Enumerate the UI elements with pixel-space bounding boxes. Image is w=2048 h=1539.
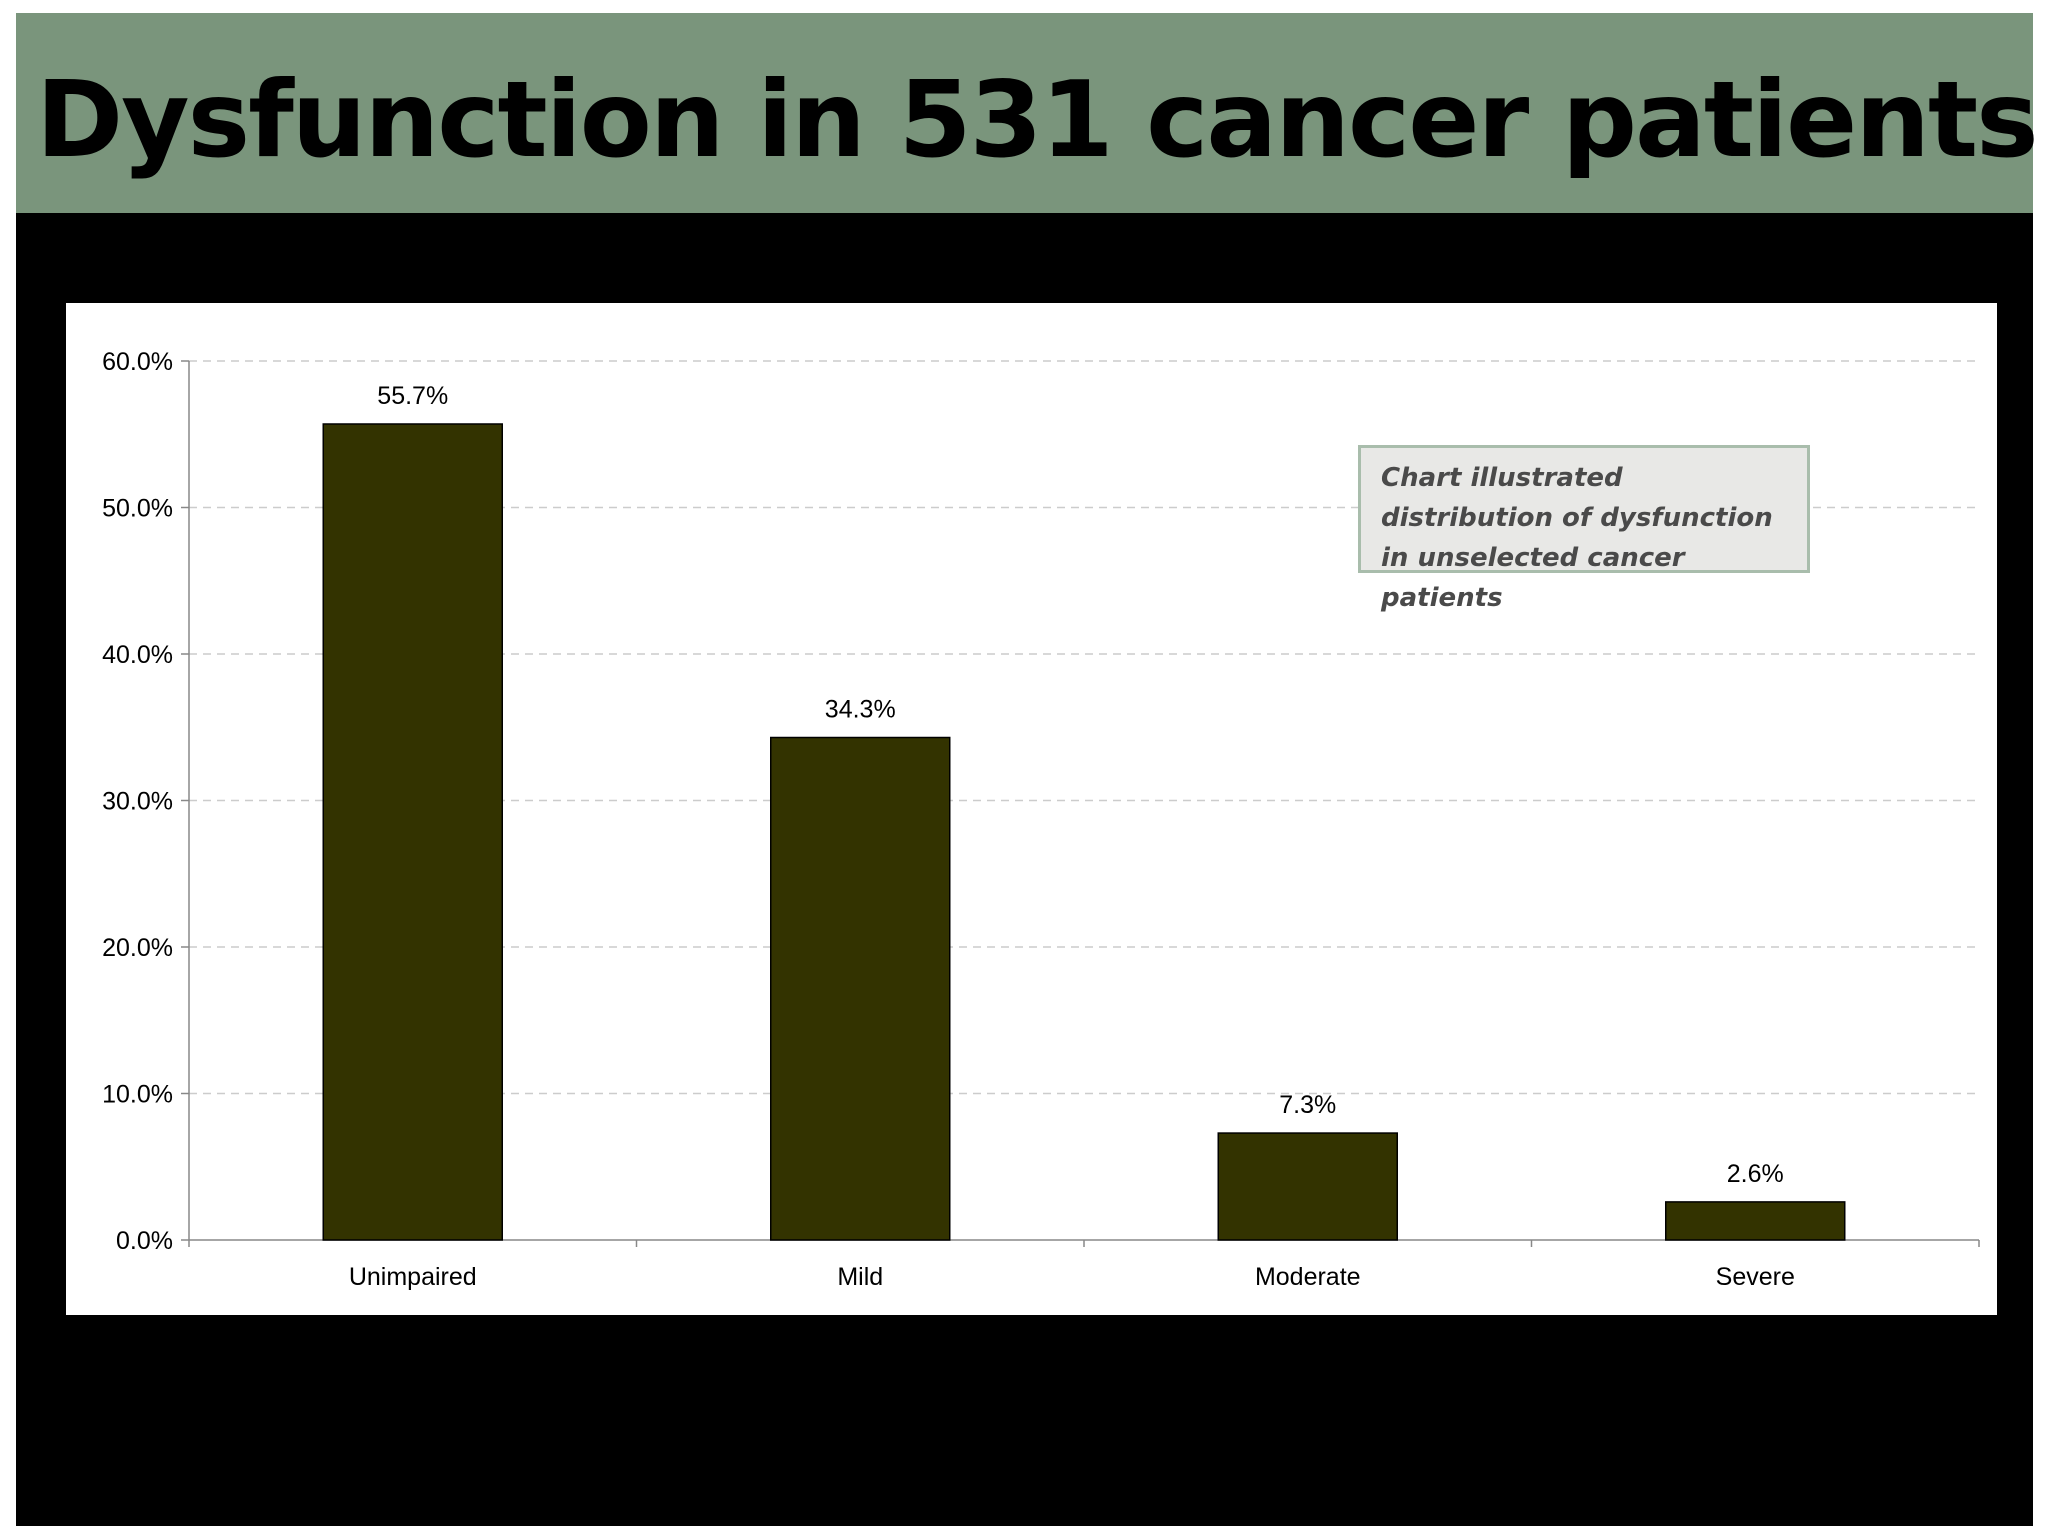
bar-moderate bbox=[1217, 1132, 1398, 1241]
x-tick-label: Mild bbox=[837, 1263, 883, 1291]
bars bbox=[322, 423, 1846, 1241]
bar-unimpaired bbox=[322, 423, 503, 1241]
data-label: 7.3% bbox=[1279, 1091, 1336, 1119]
y-tick-label: 50.0% bbox=[102, 495, 173, 523]
data-label: 34.3% bbox=[825, 696, 896, 724]
y-tick-label: 20.0% bbox=[102, 934, 173, 962]
x-tick-label: Moderate bbox=[1255, 1263, 1361, 1291]
y-tick-label: 40.0% bbox=[102, 641, 173, 669]
y-tick-label: 10.0% bbox=[102, 1081, 173, 1109]
title-bar: Dysfunction in 531 cancer patients bbox=[16, 13, 2039, 213]
axes: 0.0% 10.0% 20.0% 30.0% 40.0% 50.0% 60.0% bbox=[102, 348, 1980, 1255]
bar-severe bbox=[1665, 1201, 1846, 1241]
bar-chart: 0.0% 10.0% 20.0% 30.0% 40.0% 50.0% 60.0% 55.7%… bbox=[102, 348, 1980, 1291]
annotation-box: Chart illustrated distribution of dysfun… bbox=[1358, 445, 1810, 613]
chart-panel: 0.0% 10.0% 20.0% 30.0% 40.0% 50.0% 60.0% 55.7%… bbox=[66, 303, 1997, 1315]
y-tick-label: 0.0% bbox=[116, 1227, 173, 1255]
labels: 55.7% Unimpaired 34.3% Mild 7.3% Moderate 2.6%… bbox=[349, 382, 1795, 1291]
y-tick-label: 60.0% bbox=[102, 348, 173, 376]
slide: Dysfunction in 531 cancer patients 0.0% 1… bbox=[16, 13, 2039, 1526]
slide-title: Dysfunction in 531 cancer patients bbox=[36, 59, 2039, 181]
y-tick-label: 30.0% bbox=[102, 788, 173, 816]
data-label: 2.6% bbox=[1727, 1160, 1784, 1188]
annotation-text: Chart illustrated distribution of dysfun… bbox=[1381, 463, 1773, 613]
bar-mild bbox=[770, 736, 951, 1241]
data-label: 55.7% bbox=[377, 382, 448, 410]
x-tick-label: Severe bbox=[1716, 1263, 1795, 1291]
x-tick-label: Unimpaired bbox=[349, 1263, 477, 1291]
